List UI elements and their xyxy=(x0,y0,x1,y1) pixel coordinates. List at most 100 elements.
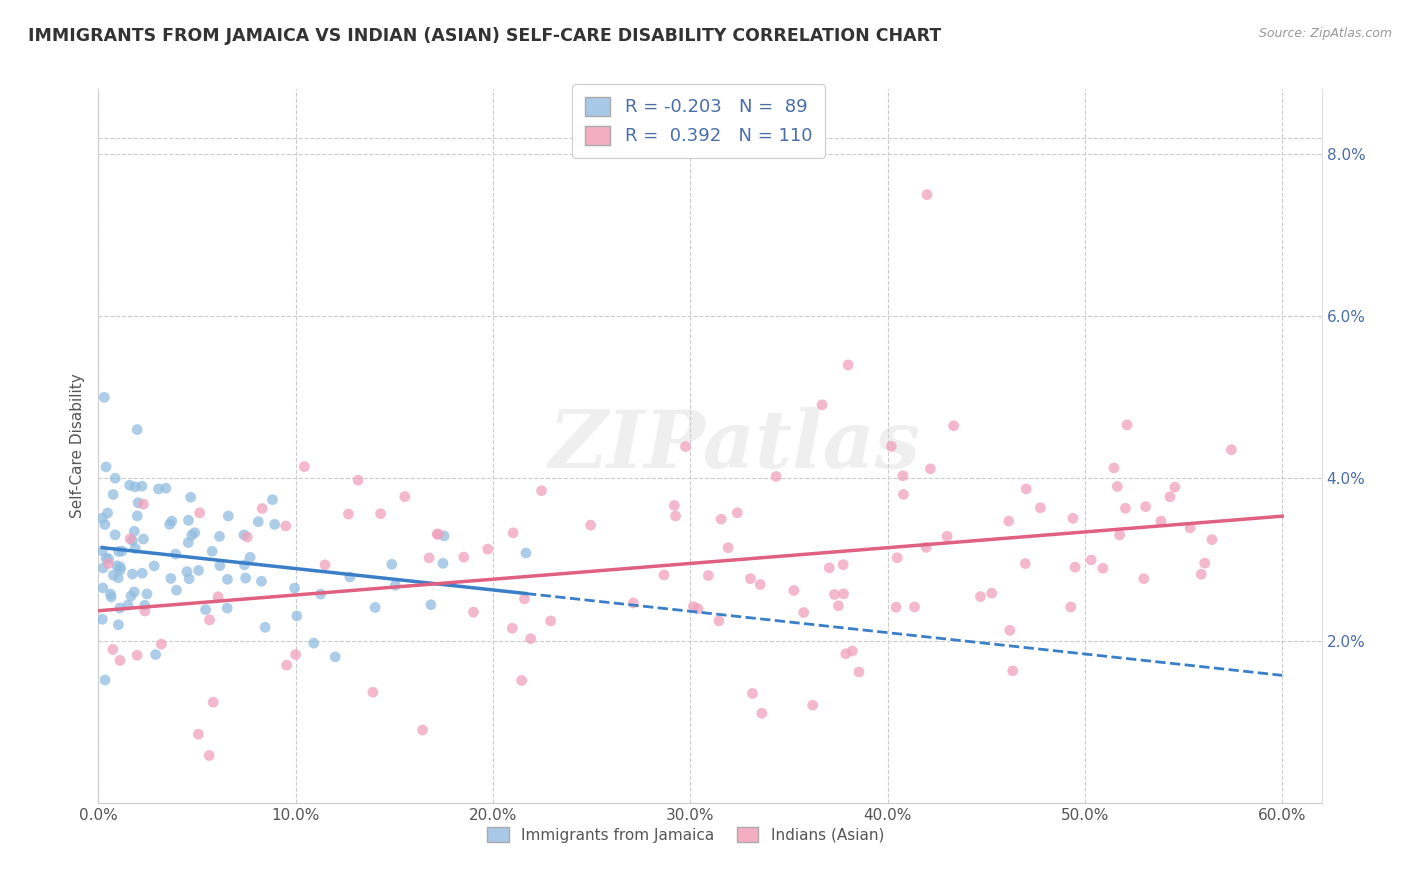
Point xyxy=(284,581,307,595)
Point xyxy=(740,572,762,586)
Point xyxy=(143,558,166,573)
Point xyxy=(254,620,277,634)
Point xyxy=(361,685,384,699)
Point xyxy=(302,636,325,650)
Point xyxy=(1060,599,1083,614)
Point xyxy=(837,358,859,372)
Point xyxy=(187,563,209,577)
Point xyxy=(880,439,903,453)
Point xyxy=(208,558,231,573)
Point xyxy=(198,748,221,763)
Point xyxy=(132,532,155,546)
Text: IMMIGRANTS FROM JAMAICA VS INDIAN (ASIAN) SELF-CARE DISABILITY CORRELATION CHART: IMMIGRANTS FROM JAMAICA VS INDIAN (ASIAN… xyxy=(28,27,942,45)
Point xyxy=(1194,556,1216,570)
Point xyxy=(969,590,991,604)
Point xyxy=(276,658,298,673)
Point xyxy=(1180,521,1202,535)
Point xyxy=(652,568,675,582)
Point xyxy=(217,508,239,523)
Point xyxy=(697,568,720,582)
Point xyxy=(262,492,284,507)
Point xyxy=(177,535,200,549)
Point xyxy=(1080,553,1102,567)
Point xyxy=(100,590,122,604)
Point xyxy=(160,514,183,528)
Point xyxy=(412,723,434,737)
Point xyxy=(884,600,907,615)
Point xyxy=(250,574,273,589)
Point xyxy=(284,648,307,662)
Point xyxy=(100,587,122,601)
Point xyxy=(124,541,146,556)
Point xyxy=(236,530,259,544)
Point xyxy=(111,544,134,558)
Point xyxy=(997,514,1019,528)
Text: ZIPatlas: ZIPatlas xyxy=(548,408,921,484)
Text: Source: ZipAtlas.com: Source: ZipAtlas.com xyxy=(1258,27,1392,40)
Point xyxy=(176,565,198,579)
Point xyxy=(183,525,205,540)
Point xyxy=(832,587,855,601)
Point xyxy=(180,528,202,542)
Point xyxy=(915,187,938,202)
Point xyxy=(1062,511,1084,525)
Point xyxy=(427,527,450,541)
Point xyxy=(801,698,824,713)
Point xyxy=(188,506,211,520)
Point xyxy=(110,563,132,577)
Point xyxy=(177,513,200,527)
Point xyxy=(166,583,188,598)
Point xyxy=(134,604,156,618)
Point xyxy=(1029,500,1052,515)
Point xyxy=(463,605,485,619)
Point xyxy=(108,601,131,615)
Point xyxy=(915,541,938,555)
Point xyxy=(121,567,143,582)
Point xyxy=(998,624,1021,638)
Point xyxy=(91,581,114,595)
Point xyxy=(1201,533,1223,547)
Point xyxy=(751,706,773,721)
Point xyxy=(1116,417,1139,432)
Point xyxy=(94,551,117,566)
Point xyxy=(370,507,392,521)
Point xyxy=(893,487,915,501)
Point xyxy=(148,482,170,496)
Point xyxy=(194,602,217,616)
Point xyxy=(217,601,239,615)
Point xyxy=(314,558,336,572)
Point xyxy=(710,512,733,526)
Point xyxy=(832,558,855,572)
Point xyxy=(131,479,153,493)
Point xyxy=(337,507,360,521)
Point xyxy=(835,647,858,661)
Point xyxy=(127,496,149,510)
Point xyxy=(103,487,125,501)
Point xyxy=(250,501,273,516)
Point xyxy=(1091,561,1114,575)
Point xyxy=(263,517,285,532)
Point xyxy=(160,572,183,586)
Point xyxy=(725,506,748,520)
Point xyxy=(202,695,225,709)
Point xyxy=(1159,490,1181,504)
Point xyxy=(1108,528,1130,542)
Point xyxy=(579,518,602,533)
Point xyxy=(132,497,155,511)
Point xyxy=(217,572,239,586)
Point xyxy=(1107,479,1129,493)
Point xyxy=(97,551,120,566)
Point xyxy=(686,601,709,615)
Point xyxy=(94,673,117,687)
Point xyxy=(741,686,763,700)
Point xyxy=(120,532,142,546)
Point xyxy=(936,529,959,543)
Point xyxy=(104,528,127,542)
Point xyxy=(942,418,965,433)
Point xyxy=(432,557,454,571)
Point xyxy=(818,561,841,575)
Point xyxy=(136,587,159,601)
Point xyxy=(848,665,870,679)
Point xyxy=(108,653,131,667)
Point xyxy=(121,533,143,548)
